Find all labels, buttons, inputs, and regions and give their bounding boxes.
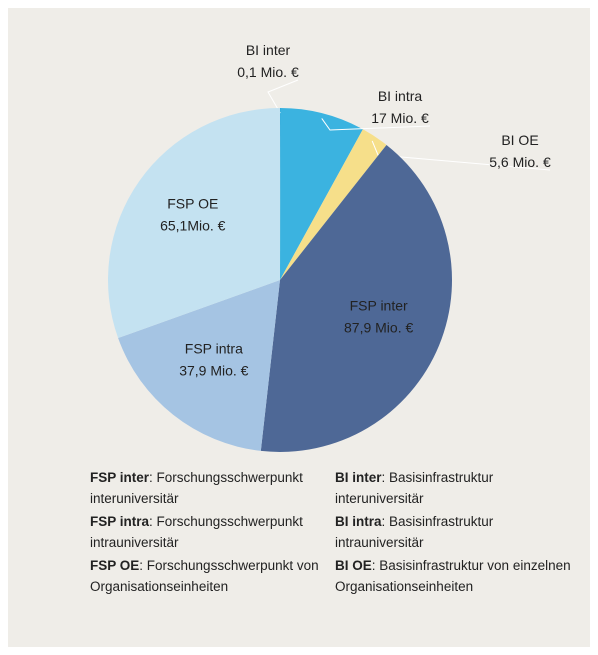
slice-label: BI OE [501,132,538,148]
value-label: 65,1Mio. € [160,218,226,234]
legend-term: FSP intra [90,514,150,529]
legend-term: BI intra [335,514,382,529]
legend-item: FSP intra: Forschungsschwerpunkt intraun… [90,511,330,553]
value-label: 37,9 Mio. € [179,363,248,379]
slice [280,129,387,280]
value-label: 17 Mio. € [371,110,429,126]
slice-label: BI intra [378,88,423,104]
legend-term: BI OE [335,558,372,573]
legend-term: FSP inter [90,470,150,485]
slice-label: FSP intra [185,341,243,357]
leader-line [267,79,299,114]
slice-label: FSP OE [167,196,218,212]
legend-text: : Forschungsschwerpunkt interuniversitär [90,470,303,506]
legend-item: FSP inter: Forschungsschwerpunkt interun… [90,467,330,509]
legend-text: : Basisinfrastruktur intrauniversitär [335,514,494,550]
chart: BI inter 0,1 Mio. € BI intra 17 Mio. € BI OE… [108,42,551,452]
slice [280,108,281,280]
legend-text: : Forschungsschwerpunkt von Organisation… [90,558,319,594]
leader-line [371,140,551,171]
legend-text: : Basisinfrastruktur von einzelnen Organ… [335,558,571,594]
value-label: 0,1 Mio. € [237,64,299,80]
legend-item: BI intra: Basisinfrastruktur intrauniver… [335,511,575,553]
slice [108,108,280,339]
legend-term: BI inter [335,470,382,485]
slice [118,280,281,451]
legend-term: FSP OE [90,558,140,573]
slice [260,144,452,452]
value-label: 5,6 Mio. € [489,154,551,170]
leader-line [321,118,431,131]
legend-text: : Basisinfrastruktur interuniversitär [335,470,494,506]
slice-label: BI inter [246,42,291,58]
legend-item: FSP OE: Forschungsschwerpunkt von Organi… [90,555,330,597]
legend-item: BI inter: Basisinfrastruktur interuniver… [335,467,575,509]
slice-label: FSP inter [350,298,408,314]
legend-text: : Forschungsschwerpunkt intrauniversitär [90,514,303,550]
slice [280,108,363,280]
legend-item: BI OE: Basisinfrastruktur von einzelnen … [335,555,575,597]
value-label: 87,9 Mio. € [344,320,413,336]
